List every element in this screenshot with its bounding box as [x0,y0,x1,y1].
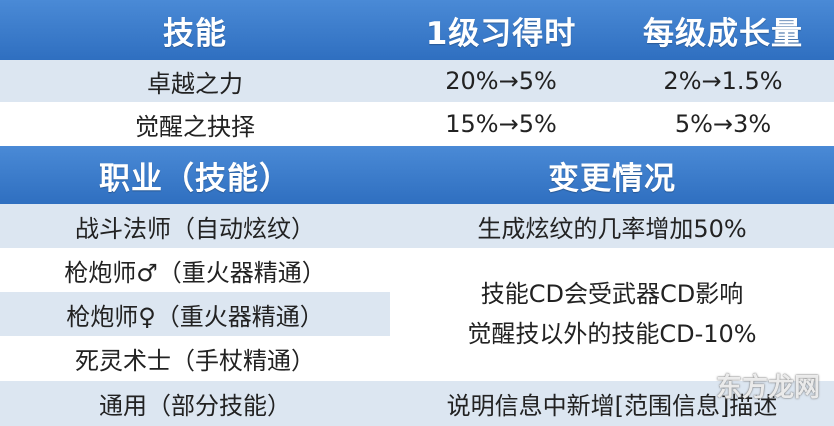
merged-change-line: 觉醒技以外的技能CD-10% [467,320,757,348]
watermark-text: 东方龙网 [715,373,820,403]
table1-growth-cell: 2%→1.5% [663,67,783,95]
table2-job-cell: 战斗法师（自动炫纹） [75,214,315,243]
table1-row: 觉醒之抉择 15%→5% 5%→3% [0,102,834,146]
table2-job-cell: 死灵术士（手杖精通） [75,346,315,375]
table1-initial-cell: 20%→5% [445,67,557,95]
table1-header-initial: 1级习得时 [425,15,577,52]
table1-row: 卓越之力 20%→5% 2%→1.5% [0,60,834,102]
table2-job-cell: 枪炮师♂（重火器精通） [64,258,326,287]
merged-change-line: 技能CD会受武器CD影响 [480,280,744,308]
table1-skill-cell: 觉醒之抉择 [135,112,255,141]
table2-change-cell: 生成炫纹的几率增加50% [477,214,747,243]
table2-row: 战斗法师（自动炫纹） 生成炫纹的几率增加50% [0,204,834,248]
table1-header-row: 技能 1级习得时 每级成长量 [0,0,834,60]
row-separator [0,248,834,249]
table1-header-skill: 技能 [163,15,227,52]
table2-job-cell: 通用（部分技能） [99,391,291,420]
row-separator [0,102,834,103]
table2-row: 通用（部分技能） 说明信息中新增[范围信息]描述 [0,380,834,426]
table2-merged-change-cell: 技能CD会受武器CD影响 觉醒技以外的技能CD-10% [390,248,834,380]
table1-growth-cell: 5%→3% [674,110,772,138]
table1-header-growth: 每级成长量 [643,15,803,52]
table2-header-row: 职业（技能） 变更情况 [0,146,834,204]
table2-job-cell: 枪炮师♀（重火器精通） [66,302,324,331]
table2-header-change: 变更情况 [548,160,676,197]
row-separator [0,380,834,381]
table2-header-job: 职业（技能） [99,160,291,197]
table1-initial-cell: 15%→5% [445,110,557,138]
table1-skill-cell: 卓越之力 [147,69,243,98]
table2-change-cell: 说明信息中新增[范围信息]描述 [446,391,778,420]
